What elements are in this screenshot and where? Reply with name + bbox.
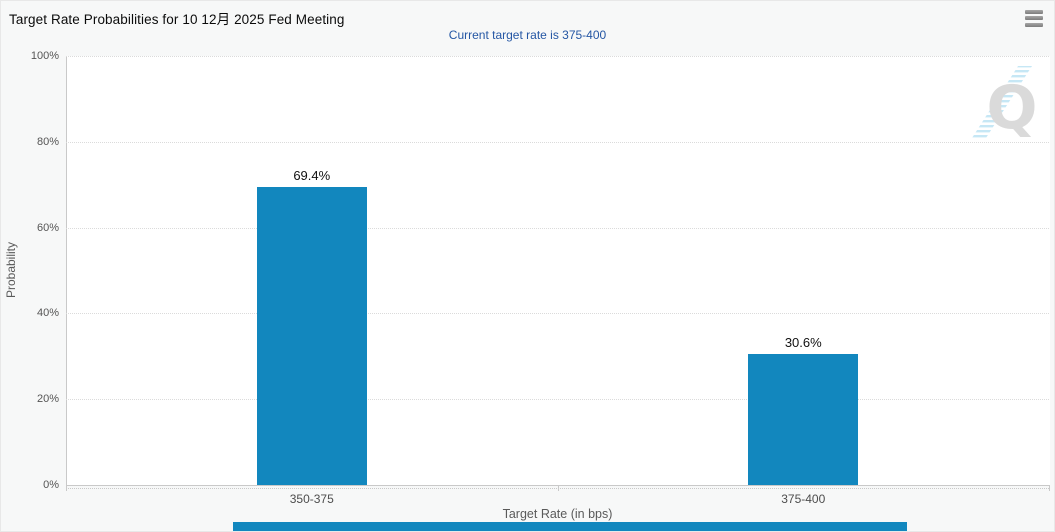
y-gridline [66, 141, 1049, 143]
x-axis-category-label: 350-375 [289, 492, 334, 506]
y-gridline [66, 56, 1049, 57]
y-gridline [66, 399, 1049, 401]
y-axis-tick-label: 100% [30, 50, 59, 62]
probability-bar[interactable] [256, 187, 367, 485]
y-axis-title: Probability [4, 241, 18, 299]
chart-context-menu-button[interactable] [1021, 6, 1047, 30]
y-axis-tick-label: 80% [36, 135, 59, 148]
bar-value-label: 69.4% [293, 168, 331, 184]
horizontal-scrollbar-thumb[interactable] [233, 522, 907, 531]
x-axis-title: Target Rate (in bps) [502, 507, 613, 521]
x-axis-tick [66, 485, 67, 491]
y-axis-tick-label: 60% [36, 221, 59, 234]
x-axis-tick [557, 485, 559, 491]
y-gridline [66, 313, 1049, 315]
chart-title: Target Rate Probabilities for 10 12月 202… [9, 12, 345, 27]
hamburger-menu-icon [1025, 22, 1043, 27]
bar-value-label: 30.6% [784, 334, 822, 350]
x-axis-category-label: 375-400 [781, 492, 826, 506]
x-axis-tick [1049, 485, 1050, 491]
svg-text:Q: Q [986, 73, 1037, 143]
y-gridline [66, 227, 1049, 229]
plot-area: Q [66, 56, 1050, 486]
hamburger-menu-icon [1025, 16, 1043, 20]
chart-subtitle: Current target rate is 375-400 [448, 28, 607, 42]
probability-bar[interactable] [748, 353, 859, 485]
y-axis-tick-label: 40% [36, 307, 59, 320]
y-axis-tick-label: 20% [36, 393, 59, 406]
y-axis-tick-label: 0% [43, 479, 59, 491]
quikstrike-logo-watermark: Q [972, 66, 1038, 143]
hamburger-menu-icon [1025, 9, 1043, 14]
